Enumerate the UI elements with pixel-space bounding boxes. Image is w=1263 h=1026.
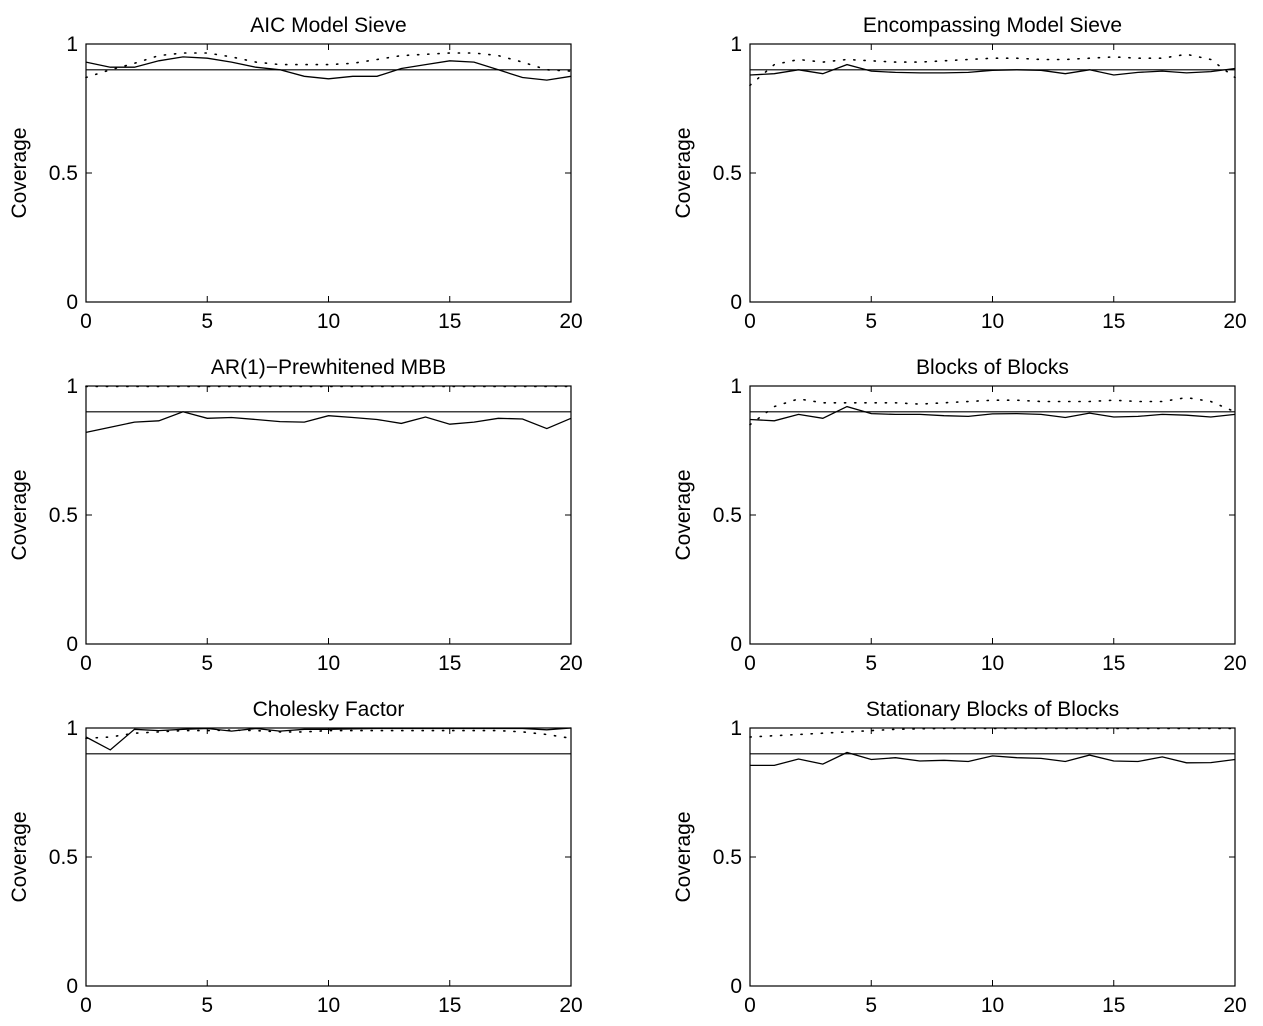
y-tick-label: 0.5 (49, 162, 78, 185)
solid-series-line (85, 411, 572, 434)
chart-panel: Cholesky Factor Coverage 0 5 10 15 20 0 0.5 1 (8, 698, 583, 1017)
x-tick-label: 0 (80, 652, 92, 675)
chart-panel: Blocks of Blocks Coverage 0 5 10 15 20 0 0.5 1 (672, 356, 1247, 675)
y-tick-label: 0.5 (713, 846, 742, 869)
x-tick-label: 20 (559, 994, 582, 1017)
y-tick-label: 1 (66, 375, 78, 398)
x-tick-label: 0 (744, 310, 756, 333)
x-tick-label: 5 (201, 994, 213, 1017)
x-tick-label: 15 (438, 310, 461, 333)
dotted-series-line (85, 729, 572, 740)
solid-series-line (750, 751, 1236, 767)
y-axis-label: Coverage (8, 811, 31, 902)
chart-title: Cholesky Factor (253, 698, 405, 721)
chart-panel: AIC Model Sieve Coverage 0 5 10 15 20 0 0.5 1 (8, 14, 583, 333)
x-tick-label: 10 (317, 310, 340, 333)
y-tick-label: 0 (730, 975, 742, 998)
y-tick-label: 0.5 (49, 504, 78, 527)
x-tick-label: 10 (317, 652, 340, 675)
y-tick-label: 0 (66, 633, 78, 656)
y-tick-label: 1 (730, 375, 742, 398)
solid-series-line (85, 727, 572, 751)
y-tick-label: 0 (66, 975, 78, 998)
axes-frame (749, 43, 1236, 303)
dotted-series-line (85, 52, 572, 79)
chart-title: Encompassing Model Sieve (863, 14, 1122, 37)
x-tick-label: 15 (438, 994, 461, 1017)
x-tick-label: 5 (865, 310, 877, 333)
chart-title: Blocks of Blocks (916, 356, 1069, 379)
axes-frame (85, 727, 572, 987)
x-tick-label: 0 (80, 994, 92, 1017)
x-tick-label: 5 (201, 310, 213, 333)
x-tick-label: 10 (981, 652, 1004, 675)
x-tick-label: 20 (1223, 994, 1246, 1017)
chart-title: AR(1)−Prewhitened MBB (211, 356, 446, 379)
x-tick-label: 20 (559, 310, 582, 333)
y-axis-label: Coverage (8, 469, 31, 560)
x-tick-label: 15 (1102, 310, 1125, 333)
y-tick-label: 1 (66, 717, 78, 740)
y-axis-label: Coverage (672, 469, 695, 560)
x-tick-label: 5 (865, 652, 877, 675)
x-tick-label: 20 (1223, 310, 1246, 333)
solid-series-line (749, 63, 1236, 76)
dotted-series-line (749, 727, 1236, 738)
axes-frame (749, 727, 1236, 987)
y-axis-label: Coverage (672, 127, 695, 218)
x-tick-label: 0 (80, 310, 92, 333)
y-tick-label: 0.5 (713, 162, 742, 185)
solid-series-line (85, 56, 572, 81)
x-tick-label: 5 (865, 994, 877, 1017)
x-tick-label: 20 (1223, 652, 1246, 675)
x-tick-label: 20 (559, 652, 582, 675)
x-tick-label: 15 (1102, 652, 1125, 675)
x-tick-label: 0 (744, 652, 756, 675)
solid-series-line (749, 405, 1236, 422)
axes-frame (85, 385, 572, 645)
x-tick-label: 10 (981, 994, 1004, 1017)
chart-title: Stationary Blocks of Blocks (866, 698, 1119, 721)
chart-title: AIC Model Sieve (250, 14, 406, 37)
x-tick-label: 10 (981, 310, 1004, 333)
x-tick-label: 15 (1102, 994, 1125, 1017)
y-axis-label: Coverage (8, 127, 31, 218)
y-tick-label: 0 (730, 633, 742, 656)
y-axis-label: Coverage (672, 811, 695, 902)
y-tick-label: 1 (66, 33, 78, 56)
y-tick-label: 0.5 (49, 846, 78, 869)
x-tick-label: 0 (744, 994, 756, 1017)
y-tick-label: 1 (730, 33, 742, 56)
dotted-series-line (749, 396, 1236, 426)
y-tick-label: 0 (730, 291, 742, 314)
axes-frame (85, 43, 572, 303)
y-tick-label: 0 (66, 291, 78, 314)
chart-panel: AR(1)−Prewhitened MBB Coverage 0 5 10 15 20 0 0.… (8, 356, 583, 675)
axes-frame (749, 385, 1236, 645)
x-tick-label: 15 (438, 652, 461, 675)
x-tick-label: 10 (317, 994, 340, 1017)
y-tick-label: 1 (730, 717, 742, 740)
x-tick-label: 5 (201, 652, 213, 675)
y-tick-label: 0.5 (713, 504, 742, 527)
